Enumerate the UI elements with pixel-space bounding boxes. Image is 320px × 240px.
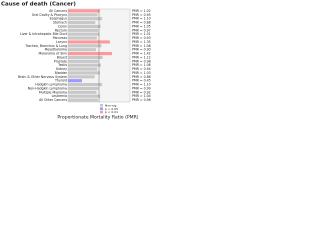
value-label: PMR = 0.92 xyxy=(132,90,151,94)
bar xyxy=(68,40,110,44)
category-label: Larynx xyxy=(56,40,67,44)
x-axis-label: Proportionate Mortality Ratio (PMR) xyxy=(57,115,138,121)
bar xyxy=(68,48,96,52)
value-label: PMR = 0.45 xyxy=(132,79,151,83)
legend-swatch xyxy=(100,104,103,107)
value-label: PMR = 0.96 xyxy=(132,98,151,102)
bar xyxy=(68,98,98,102)
bar xyxy=(68,59,99,63)
value-label: PMR = 1.12 xyxy=(132,55,151,59)
bar xyxy=(68,13,98,17)
category-label: Rectum xyxy=(55,28,67,32)
bar xyxy=(68,52,113,56)
bar xyxy=(68,71,100,75)
value-label: PMR = 0.97 xyxy=(132,28,151,32)
bar xyxy=(68,24,101,28)
category-label: Breast xyxy=(57,55,68,59)
category-label: Testis xyxy=(57,63,67,67)
category-label: Thyroid xyxy=(54,79,67,83)
category-label: Trachea, Bronchus & Lung xyxy=(24,44,67,48)
category-label: Liver & Intrahepatic Bile Duct xyxy=(20,32,68,36)
bar xyxy=(68,28,99,32)
category-label: Oral Cavity & Pharynx xyxy=(32,13,67,17)
value-label: PMR = 1.35 xyxy=(132,40,151,44)
value-label: PMR = 0.88 xyxy=(132,21,151,25)
category-label: Stomach xyxy=(53,21,67,25)
category-label: Mesothelioma xyxy=(45,48,67,52)
bar xyxy=(68,55,103,59)
bar xyxy=(68,83,103,87)
category-label: Brain & Other Nervous System xyxy=(18,75,67,79)
bar xyxy=(68,63,101,67)
value-label: PMR = 0.86 xyxy=(132,75,151,79)
bar xyxy=(68,75,95,79)
value-label: PMR = 1.08 xyxy=(132,44,151,48)
bar xyxy=(68,90,97,94)
category-label: Melanoma of Skin xyxy=(39,52,67,56)
bar xyxy=(68,79,82,83)
bar xyxy=(68,67,98,71)
value-label: PMR = 1.05 xyxy=(132,24,151,28)
bar xyxy=(68,44,102,48)
value-label: PMR = 0.99 xyxy=(132,86,151,90)
category-label: Bladder xyxy=(55,71,68,75)
category-label: Prostate xyxy=(54,59,67,63)
bar xyxy=(68,32,100,36)
value-label: PMR = 0.93 xyxy=(132,36,151,40)
category-label: Leukemia xyxy=(52,94,67,98)
value-label: PMR = 0.90 xyxy=(132,48,151,52)
bar xyxy=(68,86,99,90)
value-label: PMR = 1.42 xyxy=(132,52,151,56)
category-label: All Other Cancers xyxy=(39,98,67,102)
legend-label: Non-sig xyxy=(105,103,116,107)
category-label: Esophagus xyxy=(50,17,68,21)
value-label: PMR = 1.10 xyxy=(132,83,151,87)
legend-swatch xyxy=(100,110,103,114)
legend-label: p < 0.01 xyxy=(105,110,118,114)
value-label: PMR = 0.98 xyxy=(132,59,151,63)
category-label: Multiple Myeloma xyxy=(39,90,67,94)
bar xyxy=(68,9,100,13)
value-label: PMR = 1.10 xyxy=(132,17,151,21)
category-label: Kidney xyxy=(56,67,67,71)
value-label: PMR = 0.94 xyxy=(132,67,151,71)
legend-label: p < 0.05 xyxy=(105,107,118,111)
value-label: PMR = 0.95 xyxy=(132,13,151,17)
bar xyxy=(68,21,96,25)
bar xyxy=(68,36,97,40)
chart-title: Cause of death (Cancer) xyxy=(1,2,76,8)
value-label: PMR = 1.06 xyxy=(132,63,151,67)
value-label: PMR = 1.03 xyxy=(132,71,151,75)
category-label: Hodgkin Lymphoma xyxy=(35,83,67,87)
category-label: Pancreas xyxy=(53,36,68,40)
bar xyxy=(68,94,101,98)
category-label: All Cancers xyxy=(49,9,67,13)
category-label: Non-Hodgkin Lymphoma xyxy=(28,86,67,90)
value-label: PMR = 1.04 xyxy=(132,94,151,98)
legend-swatch xyxy=(100,107,103,110)
value-label: PMR = 1.02 xyxy=(132,9,151,13)
bar xyxy=(68,17,103,21)
page: {"chart_data": {"type": "bar", "orientat… xyxy=(1,1,151,121)
chart: Cause of death (Cancer) Proportionate Mo… xyxy=(1,2,151,121)
category-label: Colon xyxy=(58,24,67,28)
value-label: PMR = 1.01 xyxy=(132,32,151,36)
